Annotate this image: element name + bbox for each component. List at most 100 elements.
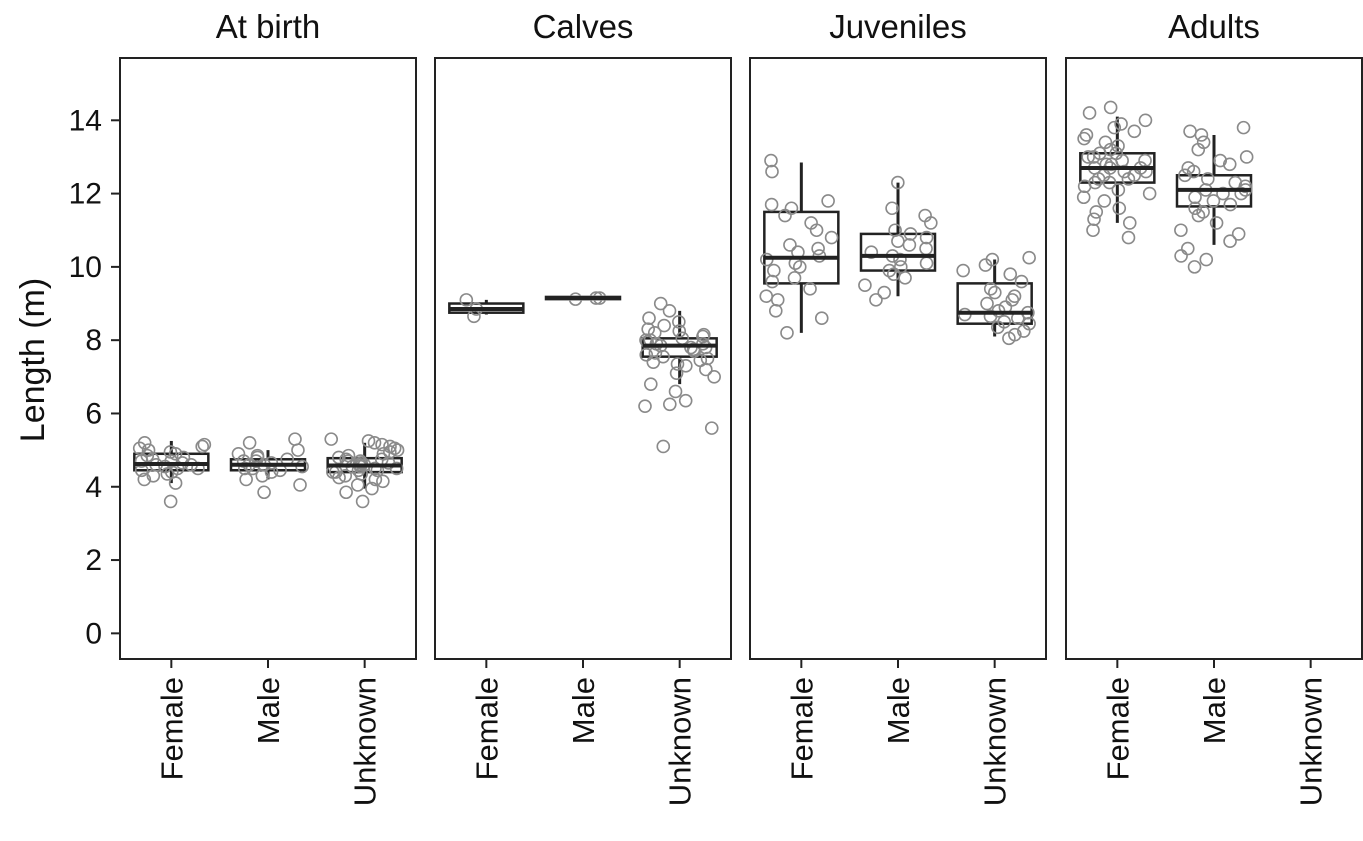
data-point <box>257 485 271 500</box>
data-point <box>376 474 390 489</box>
data-point <box>670 357 685 371</box>
data-point <box>668 384 683 399</box>
data-point <box>197 437 212 452</box>
data-point <box>365 481 379 496</box>
data-point <box>1107 120 1122 135</box>
data-point <box>1098 135 1113 150</box>
data-point <box>767 263 781 278</box>
data-point <box>824 230 839 245</box>
data-point <box>1112 201 1127 216</box>
y-tick-label: 14 <box>69 104 102 137</box>
data-point <box>459 293 474 307</box>
data-point <box>1239 150 1254 164</box>
y-axis-title: Length (m) <box>14 278 52 442</box>
data-point <box>997 315 1011 329</box>
data-point <box>331 450 346 465</box>
data-point <box>811 241 825 256</box>
data-point <box>1003 267 1018 282</box>
data-point <box>792 260 807 274</box>
data-point <box>1191 208 1206 223</box>
data-point <box>1082 106 1097 120</box>
data-point <box>1236 120 1251 135</box>
data-point <box>1008 327 1022 342</box>
data-point <box>1022 316 1036 331</box>
x-tick-label: Unknown <box>663 677 698 806</box>
data-point <box>764 153 778 168</box>
data-point <box>375 437 389 452</box>
data-point <box>1138 113 1153 128</box>
y-tick-label: 4 <box>85 471 102 504</box>
data-point <box>1089 205 1104 219</box>
panel-frame <box>119 57 417 660</box>
data-point <box>903 227 918 241</box>
panel: Adults Female Male Unknown <box>1065 8 1363 806</box>
data-point <box>238 461 252 476</box>
data-point <box>983 282 998 296</box>
data-point <box>339 485 353 500</box>
data-point <box>239 472 253 487</box>
data-point <box>1199 252 1214 267</box>
data-point <box>293 478 307 492</box>
data-point <box>662 304 677 318</box>
data-point <box>137 472 152 487</box>
data-point <box>1174 223 1188 238</box>
data-point <box>1206 194 1221 208</box>
data-point <box>787 271 802 285</box>
data-point <box>886 267 901 282</box>
data-point <box>1022 250 1036 265</box>
data-point <box>1121 230 1136 245</box>
data-point <box>885 201 899 216</box>
panel-frame <box>749 57 1047 660</box>
data-point <box>672 324 687 338</box>
panel: Juveniles Female Male Unknown <box>749 8 1047 806</box>
data-point <box>231 446 246 461</box>
data-point <box>780 326 794 340</box>
data-point <box>919 230 934 245</box>
data-point <box>814 311 829 325</box>
data-point <box>1187 260 1202 274</box>
y-tick-label: 2 <box>85 544 102 577</box>
data-point <box>783 238 797 252</box>
data-point <box>1077 131 1091 146</box>
y-tick-label: 12 <box>69 178 102 211</box>
data-point <box>1188 201 1202 216</box>
data-point <box>641 322 655 336</box>
data-point <box>759 289 774 304</box>
data-point <box>877 285 892 300</box>
data-point <box>653 296 668 311</box>
panels: At birth Female Male Unknown Calves Female Mal… <box>119 8 1363 806</box>
panel: At birth Female Male Unknown <box>119 8 417 806</box>
data-point <box>341 448 356 463</box>
data-point <box>390 443 405 457</box>
data-point <box>163 494 178 509</box>
data-point <box>657 318 671 333</box>
data-point <box>361 434 376 448</box>
data-point <box>864 245 879 260</box>
x-tick-label: Unknown <box>348 677 383 806</box>
panel-title: At birth <box>216 8 321 45</box>
data-point <box>163 445 178 459</box>
data-point <box>1234 186 1248 201</box>
data-point <box>693 353 708 368</box>
data-point <box>1142 186 1157 201</box>
data-point <box>1079 128 1094 142</box>
x-tick-label: Male <box>251 677 286 744</box>
x-tick-label: Male <box>566 677 601 744</box>
x-tick-label: Female <box>784 677 819 780</box>
data-point <box>1222 157 1237 172</box>
data-point <box>1180 241 1195 256</box>
panel-title: Adults <box>1168 8 1260 45</box>
data-point <box>647 326 662 340</box>
data-point <box>707 370 721 384</box>
data-point <box>679 359 693 373</box>
data-point <box>1183 124 1197 139</box>
data-point <box>764 197 779 212</box>
x-tick-label: Unknown <box>978 677 1013 806</box>
data-point <box>669 366 684 380</box>
data-point <box>1178 168 1192 183</box>
data-point <box>980 296 994 311</box>
data-point <box>1103 142 1118 157</box>
data-point <box>888 223 902 238</box>
data-point <box>383 439 397 454</box>
